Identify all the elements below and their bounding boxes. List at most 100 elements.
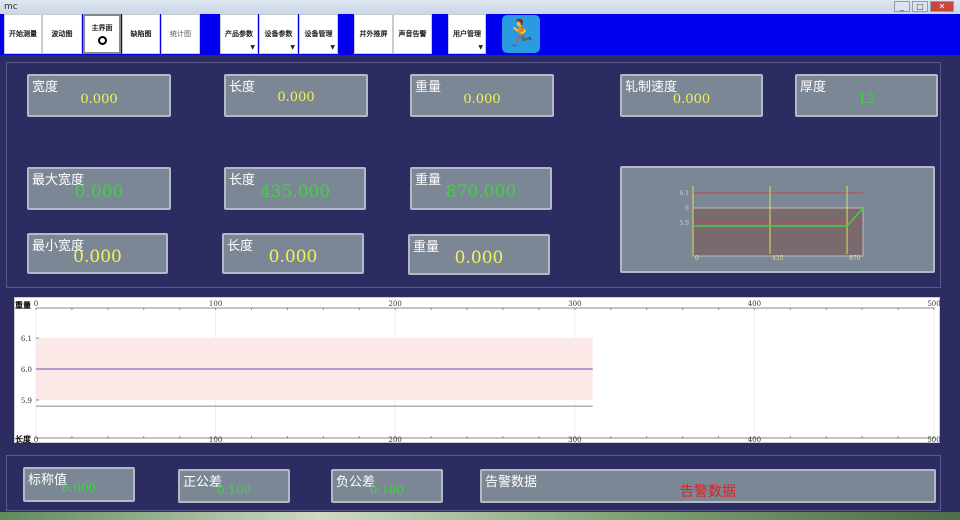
mini-series-line bbox=[693, 207, 864, 227]
x-tick-bottom: 200 bbox=[389, 436, 402, 444]
x-tick-top: 300 bbox=[568, 300, 581, 308]
button-label: 声音告警 bbox=[398, 30, 427, 38]
defect-chart-button[interactable]: 缺陷图 bbox=[122, 14, 160, 54]
alarm-value: 告警数据 bbox=[680, 484, 736, 500]
card-value: 0.100 bbox=[369, 483, 405, 497]
length-card-3: 长度 0.000 bbox=[222, 233, 364, 274]
x-tick-top: 200 bbox=[389, 300, 402, 308]
x-tick-top: 0 bbox=[34, 300, 38, 308]
stats-chart-button[interactable]: 统计图 bbox=[161, 14, 200, 54]
button-label: 统计图 bbox=[170, 30, 191, 38]
nominal-card: 标称值 6.000 bbox=[23, 467, 135, 502]
button-label: 波动图 bbox=[51, 30, 73, 38]
card-label: 正公差 bbox=[183, 475, 223, 490]
card-label: 重量 bbox=[413, 240, 440, 255]
wave-chart-button[interactable]: 波动图 bbox=[42, 14, 82, 54]
weight-card: 重量 0.000 bbox=[410, 74, 554, 117]
card-label: 长度 bbox=[229, 80, 256, 95]
dropdown-arrow-icon: ▼ bbox=[290, 44, 295, 51]
card-value: 0.100 bbox=[216, 483, 252, 497]
exit-runner-icon[interactable]: 🏃 bbox=[502, 15, 540, 53]
card-label: 负公差 bbox=[336, 475, 376, 490]
card-value: 0.000 bbox=[73, 247, 122, 267]
card-label: 长度 bbox=[229, 173, 256, 188]
button-label: 开始测量 bbox=[9, 30, 37, 38]
selected-indicator-icon bbox=[97, 36, 107, 45]
top-axis-label: 重量 bbox=[15, 300, 31, 310]
length-card: 长度 0.000 bbox=[224, 74, 368, 117]
device-params-dropdown[interactable]: 设备参数 ▼ bbox=[259, 14, 298, 54]
toolbar: 开始测量 波动图 主界面 缺陷图 统计图 产品参数 ▼ 设备参数 ▼ 设备管理 ▼ 并… bbox=[0, 14, 960, 55]
card-value: 0.000 bbox=[463, 92, 501, 107]
x-tick-bottom: 500 bbox=[927, 436, 940, 444]
mini-x-tick: 0 bbox=[695, 255, 699, 262]
mini-x-tick: 435 bbox=[772, 255, 784, 262]
card-value: 12 bbox=[858, 92, 875, 107]
button-label: 并外推屏 bbox=[359, 30, 388, 38]
mini-x-tick: 870 bbox=[849, 255, 861, 262]
rolling-speed-card: 轧制速度 0.000 bbox=[620, 74, 763, 117]
bottom-axis-label: 长度 bbox=[15, 434, 32, 444]
external-screen-button[interactable]: 并外推屏 bbox=[354, 14, 393, 54]
card-label: 长度 bbox=[227, 239, 254, 254]
maximize-button[interactable]: □ bbox=[912, 1, 928, 12]
device-manage-dropdown[interactable]: 设备管理 ▼ bbox=[299, 14, 338, 54]
sound-alarm-button[interactable]: 声音告警 bbox=[393, 14, 432, 54]
dropdown-arrow-icon: ▼ bbox=[478, 44, 483, 51]
mini-chart: 0 435 870 6.1 6 5.9 bbox=[679, 186, 864, 262]
close-button[interactable]: ✕ bbox=[930, 1, 954, 12]
mini-plot-area bbox=[692, 207, 864, 257]
button-label: 设备参数 bbox=[264, 30, 293, 38]
card-label: 最小宽度 bbox=[32, 239, 85, 254]
card-label: 宽度 bbox=[32, 80, 59, 95]
x-tick-bottom: 300 bbox=[568, 436, 581, 444]
x-tick-bottom: 100 bbox=[209, 436, 222, 444]
dropdown-arrow-icon: ▼ bbox=[250, 44, 255, 51]
card-value: 870.000 bbox=[445, 182, 517, 202]
main-chart: 0 0 100 100 200 200 300 300 400 400 500 500 6.1 6.0 5.… bbox=[14, 297, 941, 444]
x-tick-top: 100 bbox=[209, 300, 222, 308]
card-label: 告警数据 bbox=[485, 475, 538, 490]
card-label: 标称值 bbox=[28, 473, 68, 488]
mini-y-tick: 5.9 bbox=[679, 220, 689, 227]
mini-chart-card: 0 435 870 6.1 6 5.9 bbox=[620, 166, 935, 273]
x-tick-top: 400 bbox=[748, 300, 761, 308]
card-label: 厚度 bbox=[800, 80, 827, 95]
card-value: 0.000 bbox=[277, 90, 315, 105]
card-value: 0.000 bbox=[74, 182, 124, 202]
min-width-card: 最小宽度 0.000 bbox=[27, 233, 168, 274]
dropdown-arrow-icon: ▼ bbox=[330, 44, 335, 51]
card-value: 0.000 bbox=[454, 248, 504, 268]
upper-tolerance-card: 正公差 0.100 bbox=[178, 469, 290, 503]
weight-card-2: 重量 870.000 bbox=[410, 167, 552, 210]
mini-y-tick: 6.1 bbox=[679, 190, 689, 197]
length-card-2: 长度 435.000 bbox=[224, 167, 366, 210]
width-card: 宽度 0.000 bbox=[27, 74, 171, 117]
minimize-button[interactable]: _ bbox=[894, 1, 910, 12]
max-width-card: 最大宽度 0.000 bbox=[27, 167, 171, 210]
main-chart-svg: 0 0 100 100 200 200 300 300 400 400 500 500 6.1 6.0 5.… bbox=[15, 300, 941, 444]
button-label: 缺陷图 bbox=[130, 30, 152, 38]
y-tick: 6.1 bbox=[21, 335, 32, 343]
y-tick: 6.0 bbox=[21, 366, 32, 374]
window-title: mc bbox=[4, 2, 18, 12]
alarm-card: 告警数据 告警数据 bbox=[480, 469, 936, 503]
thickness-card: 厚度 12 bbox=[795, 74, 938, 117]
x-tick-top: 500 bbox=[927, 300, 940, 308]
start-measure-button[interactable]: 开始测量 bbox=[4, 14, 42, 54]
product-params-dropdown[interactable]: 产品参数 ▼ bbox=[220, 14, 258, 54]
x-tick-bottom: 0 bbox=[34, 436, 38, 444]
card-label: 重量 bbox=[415, 80, 442, 95]
card-label: 重量 bbox=[415, 173, 442, 188]
card-label: 最大宽度 bbox=[32, 173, 85, 188]
lower-tolerance-card: 负公差 0.100 bbox=[331, 469, 443, 503]
card-value: 6.000 bbox=[61, 481, 97, 495]
main-screen-button[interactable]: 主界面 bbox=[83, 14, 121, 54]
card-value: 0.000 bbox=[672, 92, 711, 107]
card-value: 0.000 bbox=[268, 247, 318, 267]
x-tick-bottom: 400 bbox=[748, 436, 761, 444]
taskbar bbox=[0, 512, 960, 520]
weight-card-3: 重量 0.000 bbox=[408, 234, 550, 275]
user-manage-dropdown[interactable]: 用户管理 ▼ bbox=[448, 14, 486, 54]
title-bar: mc _ □ ✕ bbox=[0, 0, 960, 14]
